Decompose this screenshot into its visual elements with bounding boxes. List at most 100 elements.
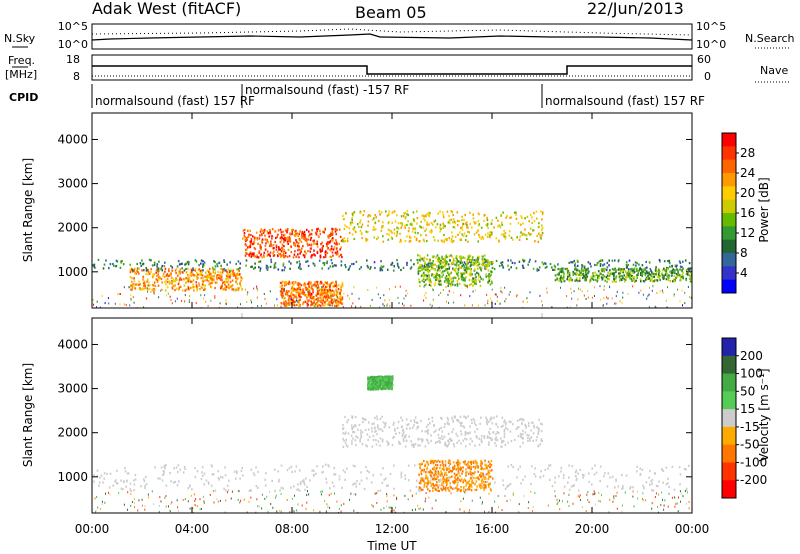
velocity-panel-bg <box>92 318 692 513</box>
data-cell <box>552 268 554 271</box>
data-cell <box>566 271 569 274</box>
data-cell <box>353 229 356 232</box>
data-cell <box>342 432 344 435</box>
data-cell <box>316 245 319 248</box>
data-cell <box>635 279 637 282</box>
data-cell <box>467 460 470 463</box>
data-cell <box>443 269 446 273</box>
data-cell <box>361 223 364 226</box>
data-cell <box>591 483 593 486</box>
scatter-cell <box>248 500 250 503</box>
data-cell <box>542 474 545 478</box>
scatter-cell <box>307 290 309 293</box>
data-cell <box>346 237 349 240</box>
scatter-cell <box>491 300 493 303</box>
scatter-cell <box>446 300 447 303</box>
data-cell <box>409 489 412 492</box>
scatter-cell <box>253 287 255 290</box>
data-cell <box>299 267 302 270</box>
data-cell <box>278 248 280 251</box>
data-cell <box>488 436 490 439</box>
data-cell <box>257 486 259 489</box>
data-cell <box>594 271 596 274</box>
data-cell <box>464 431 467 434</box>
data-cell <box>497 219 499 222</box>
data-cell <box>619 279 621 282</box>
data-cell <box>451 475 453 478</box>
data-cell <box>301 235 304 238</box>
data-cell <box>297 283 299 286</box>
data-cell <box>306 242 309 245</box>
data-cell <box>493 267 496 271</box>
data-cell <box>262 231 265 235</box>
data-cell <box>484 214 486 217</box>
data-cell <box>482 237 485 240</box>
scatter-cell <box>270 503 272 505</box>
data-cell <box>604 472 606 475</box>
data-cell <box>96 475 99 478</box>
data-cell <box>146 280 148 283</box>
data-cell <box>456 211 459 214</box>
data-cell <box>525 234 528 237</box>
data-cell <box>529 213 532 217</box>
data-cell <box>442 273 445 276</box>
data-cell <box>497 425 499 429</box>
data-cell <box>642 268 645 271</box>
scatter-cell <box>316 287 318 289</box>
data-cell <box>487 471 490 474</box>
data-cell <box>445 472 447 475</box>
data-cell <box>299 289 302 292</box>
data-cell <box>646 266 648 269</box>
data-cell <box>436 484 438 487</box>
data-cell <box>638 263 640 266</box>
data-cell <box>214 287 216 290</box>
data-cell <box>381 438 384 441</box>
data-cell <box>495 436 498 439</box>
data-cell <box>462 439 465 442</box>
data-cell <box>340 264 343 267</box>
data-cell <box>613 280 616 283</box>
scatter-cell <box>161 288 163 291</box>
data-cell <box>367 266 369 269</box>
data-cell <box>245 248 248 251</box>
data-cell <box>438 266 440 269</box>
data-cell <box>426 438 428 441</box>
data-cell <box>251 254 253 257</box>
data-cell <box>419 254 421 257</box>
data-cell <box>440 473 443 476</box>
data-cell <box>369 379 371 383</box>
data-cell <box>464 239 467 242</box>
scatter-cell <box>560 286 561 289</box>
data-cell <box>406 235 408 238</box>
data-cell <box>486 418 488 421</box>
data-cell <box>267 231 270 235</box>
data-cell <box>682 277 684 280</box>
data-cell <box>506 485 508 488</box>
data-cell <box>459 266 462 269</box>
data-cell <box>635 264 637 267</box>
data-cell <box>629 268 632 271</box>
data-cell <box>283 301 285 304</box>
data-cell <box>254 255 257 258</box>
data-cell <box>606 485 609 488</box>
data-cell <box>302 288 304 291</box>
data-cell <box>170 276 173 279</box>
data-cell <box>445 267 447 270</box>
data-cell <box>509 222 512 225</box>
data-cell <box>643 280 646 283</box>
data-cell <box>299 293 301 296</box>
data-cell <box>232 288 235 291</box>
data-cell <box>417 272 420 275</box>
data-cell <box>685 278 687 281</box>
data-cell <box>345 438 347 441</box>
data-cell <box>397 264 399 267</box>
data-cell <box>578 279 581 282</box>
data-cell <box>522 418 525 422</box>
data-cell <box>482 486 484 489</box>
data-cell <box>477 229 480 232</box>
data-cell <box>508 234 511 237</box>
data-cell <box>489 261 492 265</box>
data-cell <box>376 377 379 380</box>
data-cell <box>567 481 569 484</box>
scatter-cell <box>296 299 298 302</box>
